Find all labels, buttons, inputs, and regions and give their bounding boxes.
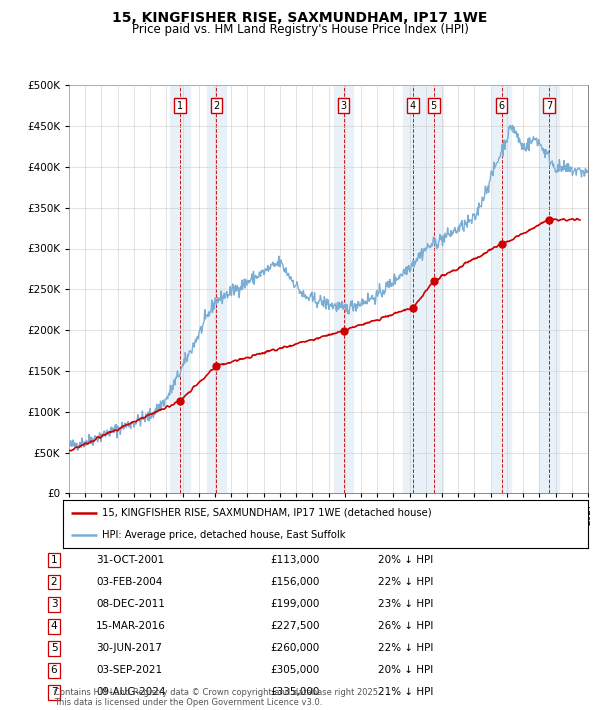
Text: Price paid vs. HM Land Registry's House Price Index (HPI): Price paid vs. HM Land Registry's House … [131, 23, 469, 36]
Bar [539, 85, 559, 493]
Text: 09-AUG-2024: 09-AUG-2024 [96, 687, 166, 697]
Text: 7: 7 [546, 101, 552, 111]
Text: 6: 6 [499, 101, 505, 111]
Text: HPI: Average price, detached house, East Suffolk: HPI: Average price, detached house, East… [103, 530, 346, 540]
Text: 6: 6 [50, 665, 58, 675]
Text: 22% ↓ HPI: 22% ↓ HPI [378, 577, 433, 587]
Text: 3: 3 [50, 599, 58, 609]
Text: 1: 1 [177, 101, 183, 111]
Text: 2: 2 [50, 577, 58, 587]
Text: £335,000: £335,000 [270, 687, 319, 697]
Text: 3: 3 [341, 101, 347, 111]
Text: 5: 5 [431, 101, 437, 111]
Text: 4: 4 [410, 101, 416, 111]
Text: £113,000: £113,000 [270, 555, 319, 565]
Bar [492, 85, 511, 493]
Text: 30-JUN-2017: 30-JUN-2017 [96, 643, 162, 653]
Text: 21% ↓ HPI: 21% ↓ HPI [378, 687, 433, 697]
Text: £260,000: £260,000 [270, 643, 319, 653]
Text: 20% ↓ HPI: 20% ↓ HPI [378, 665, 433, 675]
Text: 26% ↓ HPI: 26% ↓ HPI [378, 621, 433, 631]
Text: 7: 7 [50, 687, 58, 697]
Bar [206, 85, 226, 493]
Text: 15, KINGFISHER RISE, SAXMUNDHAM, IP17 1WE: 15, KINGFISHER RISE, SAXMUNDHAM, IP17 1W… [112, 11, 488, 26]
Text: 23% ↓ HPI: 23% ↓ HPI [378, 599, 433, 609]
Text: 15-MAR-2016: 15-MAR-2016 [96, 621, 166, 631]
Text: 22% ↓ HPI: 22% ↓ HPI [378, 643, 433, 653]
Text: 5: 5 [50, 643, 58, 653]
Text: 08-DEC-2011: 08-DEC-2011 [96, 599, 165, 609]
Text: 31-OCT-2001: 31-OCT-2001 [96, 555, 164, 565]
Text: 20% ↓ HPI: 20% ↓ HPI [378, 555, 433, 565]
Text: 4: 4 [50, 621, 58, 631]
Bar [170, 85, 190, 493]
Text: 2: 2 [214, 101, 220, 111]
Text: 03-SEP-2021: 03-SEP-2021 [96, 665, 162, 675]
Text: £227,500: £227,500 [270, 621, 320, 631]
Text: Contains HM Land Registry data © Crown copyright and database right 2025.
This d: Contains HM Land Registry data © Crown c… [54, 688, 380, 707]
Text: £199,000: £199,000 [270, 599, 319, 609]
Text: 15, KINGFISHER RISE, SAXMUNDHAM, IP17 1WE (detached house): 15, KINGFISHER RISE, SAXMUNDHAM, IP17 1W… [103, 508, 432, 518]
Bar [424, 85, 443, 493]
Text: £156,000: £156,000 [270, 577, 319, 587]
Text: 1: 1 [50, 555, 58, 565]
Bar [403, 85, 422, 493]
Text: £305,000: £305,000 [270, 665, 319, 675]
Text: 03-FEB-2004: 03-FEB-2004 [96, 577, 163, 587]
Bar [334, 85, 353, 493]
